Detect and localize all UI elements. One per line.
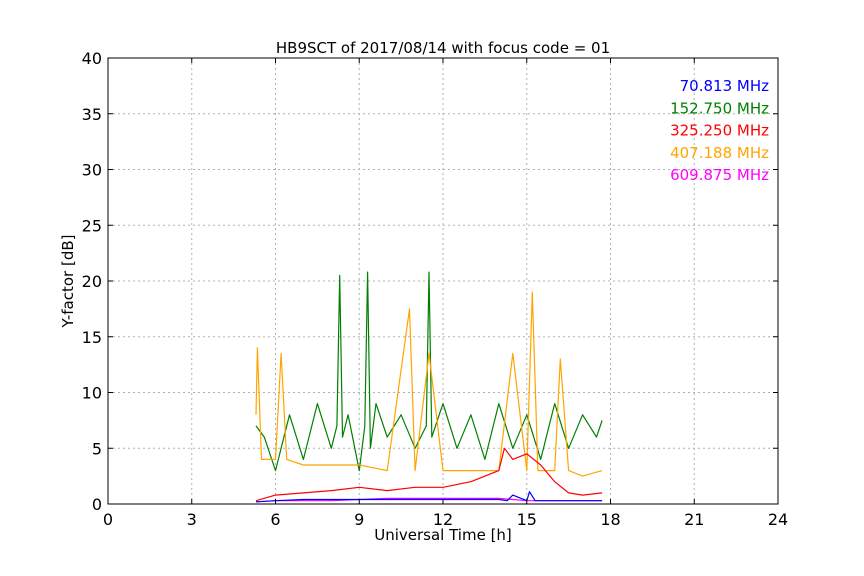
x-tick-label: 3 bbox=[187, 510, 197, 529]
y-tick-label: 35 bbox=[82, 105, 102, 124]
y-tick-label: 15 bbox=[82, 328, 102, 347]
y-tick-label: 20 bbox=[82, 272, 102, 291]
legend: 70.813 MHz 152.750 MHz 325.250 MHz 407.188 … bbox=[670, 77, 769, 184]
x-tick-label: 21 bbox=[684, 510, 704, 529]
y-tick-label: 10 bbox=[82, 384, 102, 403]
grid bbox=[108, 58, 778, 504]
plot-series bbox=[255, 271, 603, 503]
x-tick-label: 15 bbox=[517, 510, 537, 529]
series-line-152-750-mhz bbox=[255, 271, 603, 472]
legend-entry: 152.750 MHz bbox=[670, 99, 769, 117]
y-axis-label: Y-factor [dB] bbox=[59, 234, 77, 328]
x-tick-label: 0 bbox=[103, 510, 113, 529]
legend-entry: 407.188 MHz bbox=[670, 144, 769, 162]
x-tick-label: 9 bbox=[354, 510, 364, 529]
legend-entry: 325.250 MHz bbox=[670, 122, 769, 140]
y-tick-label: 5 bbox=[92, 439, 102, 458]
y-tick-label: 0 bbox=[92, 495, 102, 514]
y-tick-label: 30 bbox=[82, 161, 102, 180]
legend-entry: 70.813 MHz bbox=[680, 77, 769, 95]
x-tick-label: 18 bbox=[600, 510, 620, 529]
axis-ticks: 0 3 6 9 12 15 18 21 24 0 5 10 15 20 25 30 35 40 bbox=[82, 49, 789, 529]
y-tick-label: 40 bbox=[82, 49, 102, 68]
series-line-325-250-mhz bbox=[255, 447, 603, 502]
x-tick-label: 12 bbox=[433, 510, 453, 529]
series-line-407-188-mhz bbox=[255, 291, 603, 477]
x-tick-label: 24 bbox=[768, 510, 788, 529]
legend-entry: 609.875 MHz bbox=[670, 166, 769, 184]
y-tick-label: 25 bbox=[82, 216, 102, 235]
x-tick-label: 6 bbox=[270, 510, 280, 529]
series-line-70-813-mhz bbox=[255, 491, 603, 503]
chart-title: HB9SCT of 2017/08/14 with focus code = 0… bbox=[276, 39, 610, 57]
x-axis-label: Universal Time [h] bbox=[374, 526, 512, 544]
